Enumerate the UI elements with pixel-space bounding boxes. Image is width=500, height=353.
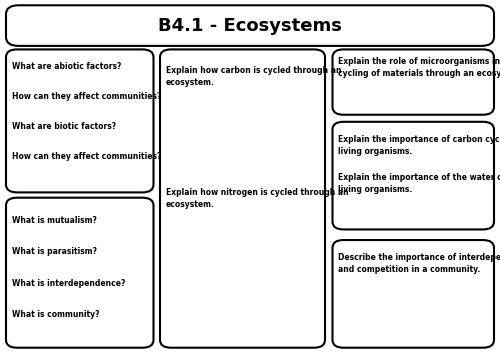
FancyBboxPatch shape: [6, 5, 494, 46]
Text: What are abiotic factors?: What are abiotic factors?: [12, 62, 122, 71]
FancyBboxPatch shape: [332, 122, 494, 229]
Text: What is parasitism?: What is parasitism?: [12, 247, 97, 256]
Text: Describe the importance of interdependence
and competition in a community.: Describe the importance of interdependen…: [338, 253, 500, 274]
Text: What is interdependence?: What is interdependence?: [12, 279, 126, 288]
Text: What are biotic factors?: What are biotic factors?: [12, 122, 116, 131]
Text: Explain the importance of the water cycle to
living organisms.: Explain the importance of the water cycl…: [338, 173, 500, 194]
Text: How can they affect communities?: How can they affect communities?: [12, 92, 162, 101]
Text: Explain the importance of carbon cycle to
living organisms.: Explain the importance of carbon cycle t…: [338, 135, 500, 156]
FancyBboxPatch shape: [332, 49, 494, 115]
Text: What is community?: What is community?: [12, 310, 100, 319]
Text: How can they affect communities?: How can they affect communities?: [12, 152, 162, 161]
FancyBboxPatch shape: [332, 240, 494, 348]
FancyBboxPatch shape: [6, 198, 154, 348]
Text: Explain how nitrogen is cycled through an
ecosystem.: Explain how nitrogen is cycled through a…: [166, 188, 348, 209]
FancyBboxPatch shape: [160, 49, 325, 348]
Text: B4.1 - Ecosystems: B4.1 - Ecosystems: [158, 17, 342, 35]
Text: Explain the role of microorganisms in the
cycling of materials through an ecosys: Explain the role of microorganisms in th…: [338, 57, 500, 78]
Text: What is mutualism?: What is mutualism?: [12, 216, 97, 225]
FancyBboxPatch shape: [6, 49, 154, 192]
Text: Explain how carbon is cycled through an
ecosystem.: Explain how carbon is cycled through an …: [166, 66, 342, 86]
